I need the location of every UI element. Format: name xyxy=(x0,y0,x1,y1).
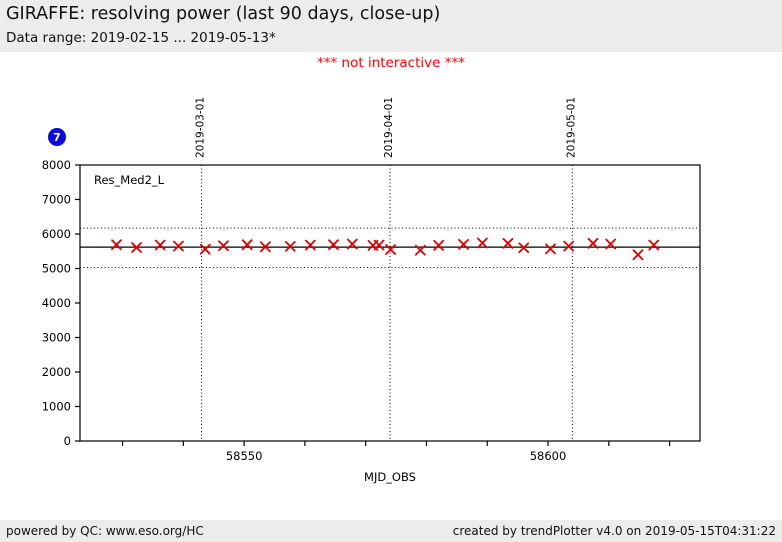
date-label: 2019-04-01 xyxy=(383,97,395,158)
plot-number-badge: 7 xyxy=(48,128,66,146)
header-band: GIRAFFE: resolving power (last 90 days, … xyxy=(0,0,782,52)
data-point-marker xyxy=(304,239,316,251)
page-subtitle: Data range: 2019-02-15 ... 2019-05-13* xyxy=(6,30,276,46)
x-axis-title: MJD_OBS xyxy=(364,470,416,484)
y-tick-label: 7000 xyxy=(42,193,71,207)
data-point-marker xyxy=(373,239,385,251)
data-point-marker xyxy=(111,239,122,251)
data-point-marker xyxy=(199,243,211,255)
data-point-marker xyxy=(587,237,599,249)
x-tick-label: 58550 xyxy=(226,449,263,463)
data-point-marker xyxy=(518,242,530,254)
data-point-marker xyxy=(173,240,184,252)
data-point-marker xyxy=(131,242,142,253)
data-point-marker xyxy=(218,240,229,252)
y-tick-label: 5000 xyxy=(42,262,71,276)
not-interactive-notice: *** not interactive *** xyxy=(317,55,465,71)
data-point-marker xyxy=(458,238,469,250)
page-title: GIRAFFE: resolving power (last 90 days, … xyxy=(6,4,441,24)
data-point-marker xyxy=(605,238,617,250)
data-point-marker xyxy=(632,249,644,261)
y-tick-label: 1000 xyxy=(42,400,71,414)
y-tick-label: 2000 xyxy=(42,365,71,379)
data-point-marker xyxy=(154,239,166,251)
data-point-marker xyxy=(346,238,358,250)
footer-left-text: powered by QC: www.eso.org/HC xyxy=(6,524,204,538)
data-point-marker xyxy=(545,243,556,255)
y-tick-label: 0 xyxy=(64,434,71,448)
data-point-marker xyxy=(476,237,488,249)
y-tick-label: 6000 xyxy=(42,227,71,241)
data-point-marker xyxy=(241,239,253,251)
y-tick-label: 4000 xyxy=(42,296,71,310)
x-tick-label: 58600 xyxy=(530,449,567,463)
footer-right-text: created by trendPlotter v4.0 on 2019-05-… xyxy=(452,524,776,538)
y-tick-label: 8000 xyxy=(42,158,71,172)
data-point-marker xyxy=(284,241,296,252)
data-point-marker xyxy=(563,240,575,252)
data-point-marker xyxy=(385,244,397,255)
date-label: 2019-03-01 xyxy=(195,97,207,158)
data-point-marker xyxy=(328,239,339,251)
data-point-marker xyxy=(259,241,271,253)
y-tick-label: 3000 xyxy=(42,331,71,345)
data-point-marker xyxy=(502,237,514,249)
data-point-marker xyxy=(648,239,660,251)
footer-bar: powered by QC: www.eso.org/HC created by… xyxy=(0,520,782,542)
date-label: 2019-05-01 xyxy=(565,97,577,158)
data-point-marker xyxy=(414,244,426,256)
series-label: Res_Med2_L xyxy=(94,173,165,187)
data-point-marker xyxy=(433,239,445,251)
